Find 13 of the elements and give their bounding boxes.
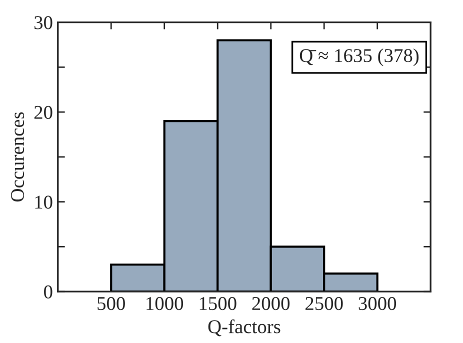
x-tick-label: 500 — [98, 296, 125, 310]
x-axis-title: Q-factors — [208, 319, 280, 336]
x-tick-label: 3000 — [358, 296, 396, 310]
x-tick-label: 2500 — [306, 296, 343, 310]
y-tick-label: 30 — [34, 16, 52, 30]
annotation: Q̄ ≈ 1635 (378) — [300, 48, 419, 66]
x-tick-label: 1000 — [146, 296, 184, 310]
y-tick-label: 20 — [34, 106, 52, 119]
y-tick-label: 10 — [35, 196, 52, 209]
x-tick-label: 2000 — [252, 296, 290, 310]
x-tick-label: 1500 — [200, 296, 236, 310]
y-tick-label: 0 — [44, 285, 52, 298]
y-axis-title: Occurences — [10, 112, 24, 202]
